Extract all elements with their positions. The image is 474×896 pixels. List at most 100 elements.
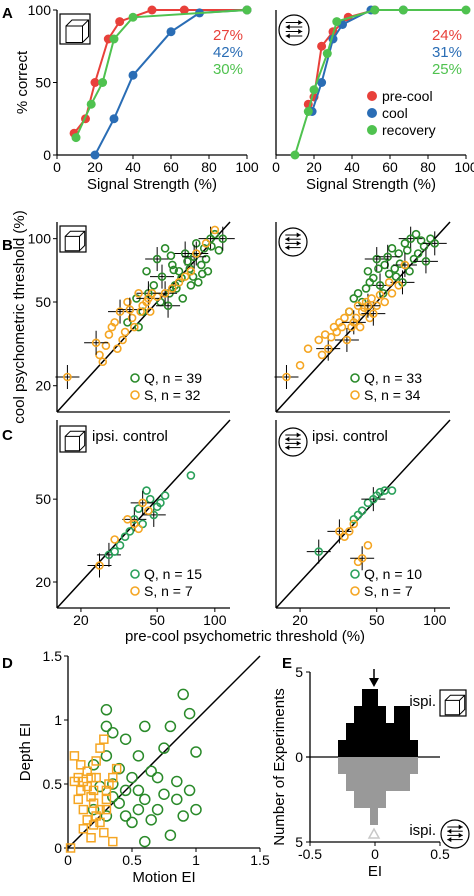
data-point-S <box>380 297 390 307</box>
x-tick-label: 80 <box>420 159 436 175</box>
cube-icon-lines <box>444 694 466 716</box>
cube-icon-frame <box>439 689 467 717</box>
x-tick-label: 100 <box>454 159 474 175</box>
data-point-Q <box>357 506 367 516</box>
data-point-depth <box>177 688 189 701</box>
x-tick-label: 20 <box>292 612 308 628</box>
motion-icon-arrow <box>458 824 463 830</box>
data-point-S <box>144 506 153 516</box>
motion-dots-icon <box>278 227 308 257</box>
data-point-cool <box>166 27 176 37</box>
data-point-Q <box>375 281 385 290</box>
legend-label: Q, n = 39 <box>144 370 202 386</box>
motion-icon-circle <box>278 427 308 457</box>
data-point-pre-cool <box>179 5 189 15</box>
panel-label-E: E <box>282 655 292 672</box>
x-tick-label: 40 <box>344 159 360 175</box>
y-tick-label: 1.5 <box>43 648 63 664</box>
data-point-recovery <box>332 17 342 27</box>
data-point-Q <box>218 234 228 243</box>
data-point-motion <box>99 827 109 838</box>
histogram-bar-depth <box>394 706 402 757</box>
data-point-S <box>375 290 385 300</box>
data-point-Q <box>402 246 412 255</box>
data-point-motion <box>95 743 105 753</box>
legend-label: recovery <box>382 122 436 138</box>
y-tick-label: 100 <box>28 231 52 247</box>
data-point-motion <box>76 760 86 770</box>
legend-label: S, n = 34 <box>364 387 421 403</box>
data-point-Q <box>160 243 170 253</box>
data-point-S <box>347 322 356 332</box>
motion-icon-arrow <box>285 245 290 251</box>
data-point-motion <box>86 792 96 802</box>
data-point-S <box>134 288 143 298</box>
x-tick-label: 20 <box>73 612 89 628</box>
data-point-S <box>340 313 349 323</box>
data-point-depth <box>119 784 132 797</box>
data-point-recovery <box>461 5 471 15</box>
motion-icon-arrow <box>296 232 301 238</box>
data-point-S <box>115 307 125 316</box>
data-point-cool <box>109 114 119 124</box>
data-point-S <box>186 266 196 276</box>
panel-label-text: ipsi. control <box>312 428 388 445</box>
panel-label-text: ipsi. control <box>92 428 168 445</box>
legend-label: Q, n = 33 <box>364 370 422 386</box>
data-point-S <box>118 335 127 345</box>
data-point-Q <box>394 249 403 258</box>
motion-dots-icon <box>278 14 310 46</box>
y-tick-label: 50 <box>35 294 51 310</box>
data-point-depth <box>119 733 132 745</box>
data-point-motion <box>95 804 105 815</box>
histogram-bar-motion <box>386 757 394 791</box>
percent-label: 25% <box>432 61 462 78</box>
data-point-depth <box>113 762 125 775</box>
x-tick-label: 50 <box>369 612 385 628</box>
y-axis-label: cool psychometric threshold (%) <box>11 210 28 423</box>
data-point-S <box>180 272 190 281</box>
data-point-motion <box>111 763 122 774</box>
data-point-Q <box>125 527 135 536</box>
data-point-Q <box>349 515 359 524</box>
panel-label-B: B <box>2 237 13 254</box>
data-point-depth <box>177 810 189 822</box>
data-point-motion <box>69 751 80 761</box>
data-point-recovery <box>309 85 319 95</box>
legend-label: S, n = 32 <box>144 387 201 403</box>
data-point-motion <box>101 785 112 796</box>
data-point-recovery <box>242 5 252 15</box>
data-point-S <box>367 294 376 303</box>
data-point-S <box>110 535 119 544</box>
data-point-motion <box>78 824 89 834</box>
data-point-depth <box>100 720 113 733</box>
data-point-Q <box>314 547 324 556</box>
motion-icon-arrow <box>285 436 290 442</box>
motion-icon-arrow <box>296 240 301 246</box>
histogram-bar-depth <box>378 706 386 757</box>
data-point-motion <box>108 772 118 783</box>
x-tick-label: 1.5 <box>250 852 270 868</box>
data-point-depth <box>183 784 196 797</box>
percent-label: 31% <box>432 44 462 61</box>
data-point-S <box>349 519 359 529</box>
percent-label: 30% <box>213 61 243 78</box>
data-point-S <box>136 307 145 316</box>
data-point-Q <box>413 249 423 258</box>
legend-marker-pre-cool <box>367 91 377 101</box>
legend-marker <box>130 390 140 400</box>
y-tick-label: 0 <box>295 749 303 765</box>
motion-icon-arrow <box>285 236 290 242</box>
x-tick-label: -0.5 <box>298 846 322 862</box>
x-tick-label: 80 <box>201 159 217 175</box>
legend-label: Q, n = 15 <box>144 566 202 582</box>
histogram-bar-motion <box>378 757 386 808</box>
data-point-S <box>113 344 122 353</box>
data-point-S <box>107 322 117 332</box>
data-point-depth <box>139 720 151 733</box>
motion-icon-arrow <box>458 832 463 838</box>
data-point-depth <box>132 803 145 816</box>
data-point-S <box>201 239 211 248</box>
data-point-S <box>125 305 135 314</box>
histogram-bar-depth <box>346 723 354 757</box>
